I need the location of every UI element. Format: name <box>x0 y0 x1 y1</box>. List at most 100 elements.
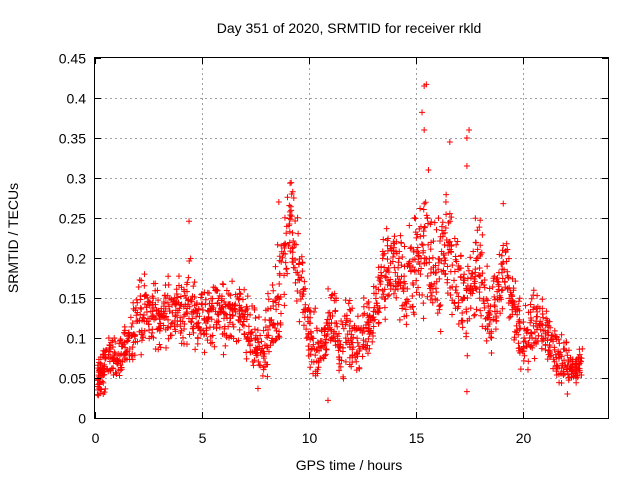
data-point <box>145 298 152 305</box>
data-point <box>430 238 437 245</box>
data-point <box>307 328 314 335</box>
data-point <box>477 307 484 314</box>
data-point <box>467 274 474 281</box>
data-point <box>275 293 282 300</box>
data-point <box>578 355 585 362</box>
data-point <box>471 311 478 318</box>
data-point <box>412 215 419 222</box>
data-point <box>226 311 233 318</box>
data-point <box>217 308 224 315</box>
data-point <box>375 274 382 281</box>
data-point <box>458 317 465 324</box>
data-point <box>350 344 357 351</box>
data-point <box>132 338 139 345</box>
data-point <box>426 259 433 266</box>
data-point <box>486 321 493 328</box>
data-point <box>516 307 523 314</box>
data-point <box>436 303 443 310</box>
data-point <box>276 270 283 277</box>
data-point <box>525 309 532 316</box>
data-point <box>410 281 417 288</box>
data-point <box>154 287 161 294</box>
data-point <box>463 388 470 395</box>
data-point <box>166 303 173 310</box>
data-point <box>101 348 108 355</box>
data-point <box>402 306 409 313</box>
data-point <box>221 310 228 317</box>
data-point <box>501 279 508 286</box>
data-point <box>216 292 223 299</box>
data-point <box>478 249 485 256</box>
data-point <box>168 320 175 327</box>
data-point <box>464 263 471 270</box>
data-point <box>545 329 552 336</box>
data-point <box>348 363 355 370</box>
data-point <box>169 309 176 316</box>
data-point <box>289 229 296 236</box>
data-point <box>419 109 426 116</box>
data-point <box>243 335 250 342</box>
data-point <box>254 327 261 334</box>
data-point <box>539 338 546 345</box>
data-point <box>153 306 160 313</box>
data-point <box>293 241 300 248</box>
data-point <box>230 305 237 312</box>
data-point <box>137 304 144 311</box>
data-point <box>281 214 288 221</box>
data-point <box>252 315 259 322</box>
data-point <box>327 337 334 344</box>
data-point <box>311 345 318 352</box>
data-point <box>383 274 390 281</box>
data-point <box>101 389 108 396</box>
data-point <box>512 306 519 313</box>
data-point <box>377 269 384 276</box>
data-point <box>327 294 334 301</box>
data-point <box>138 351 145 358</box>
data-point <box>146 327 153 334</box>
data-point <box>412 229 419 236</box>
data-point <box>297 289 304 296</box>
data-point <box>174 294 181 301</box>
data-point <box>440 230 447 237</box>
data-point <box>128 323 135 330</box>
data-point <box>141 327 148 334</box>
data-point <box>407 245 414 252</box>
data-point <box>397 232 404 239</box>
data-point <box>499 275 506 282</box>
data-point <box>522 338 529 345</box>
data-point <box>555 350 562 357</box>
data-point <box>282 259 289 266</box>
data-point <box>254 385 261 392</box>
data-point <box>521 352 528 359</box>
data-point <box>213 325 220 332</box>
data-point <box>551 344 558 351</box>
data-point <box>190 283 197 290</box>
data-point <box>348 331 355 338</box>
data-point <box>377 281 384 288</box>
data-point <box>161 314 168 321</box>
data-point <box>521 325 528 332</box>
data-point <box>486 330 493 337</box>
data-point <box>511 301 518 308</box>
data-point <box>290 238 297 245</box>
data-point <box>491 303 498 310</box>
data-point <box>406 222 413 229</box>
data-point <box>152 280 159 287</box>
data-point <box>379 294 386 301</box>
data-point <box>165 324 172 331</box>
data-point <box>524 366 531 373</box>
data-point <box>419 242 426 249</box>
data-point <box>421 127 428 133</box>
data-point <box>500 200 507 207</box>
data-point <box>411 214 418 221</box>
data-point <box>111 335 118 342</box>
data-point <box>196 324 203 331</box>
data-point <box>156 312 163 319</box>
data-point <box>325 309 332 316</box>
data-point <box>473 286 480 293</box>
data-point <box>360 303 367 310</box>
data-point <box>272 324 279 331</box>
data-point <box>127 314 134 321</box>
data-point <box>324 331 331 338</box>
data-point <box>310 335 317 342</box>
